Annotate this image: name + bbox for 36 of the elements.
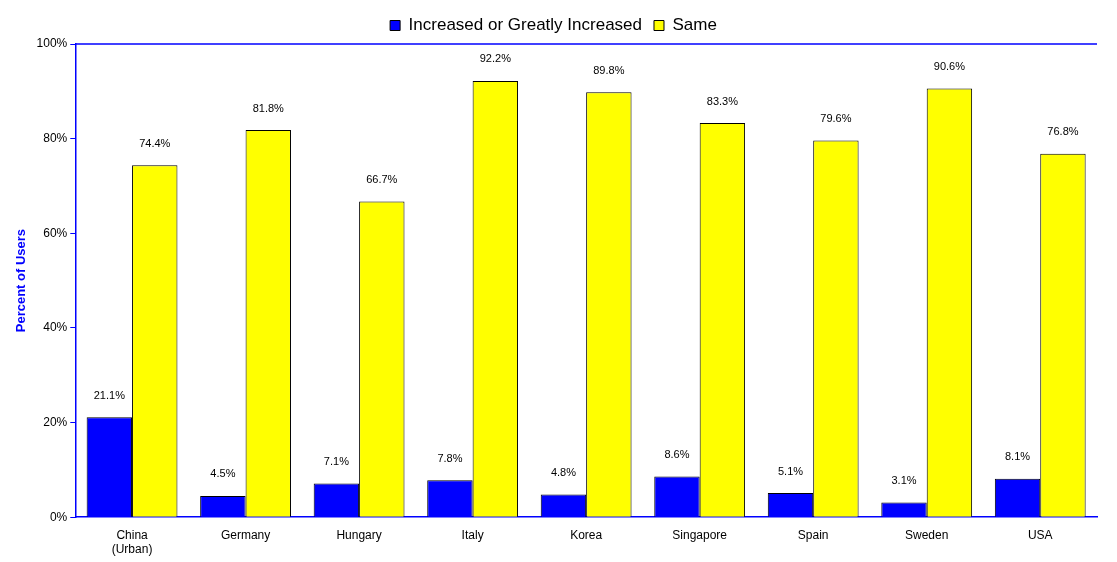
x-tick-label: Germany [220, 527, 271, 542]
data-label: 90.6% [933, 60, 966, 73]
y-tick-label: 20% [43, 414, 68, 429]
data-label: 4.5% [210, 467, 236, 480]
x-tick-label: Spain [797, 527, 829, 542]
data-label: 7.1% [323, 455, 350, 468]
x-tick-label: Korea [570, 527, 603, 542]
y-axis-title: Percent of Users [13, 228, 29, 333]
data-label: 76.8% [1047, 125, 1079, 138]
legend-label: Increased or Greatly Increased [408, 15, 643, 35]
data-label: 81.8% [252, 101, 285, 114]
x-tick-label: Hungary [336, 527, 382, 542]
x-tick-label: USA [1027, 527, 1053, 542]
y-tick-label: 100% [36, 36, 68, 51]
data-label: 3.1% [891, 474, 917, 487]
legend-label: Same [672, 15, 717, 35]
x-tick-label: China (Urban) [111, 527, 153, 557]
y-tick-label: 0% [49, 509, 68, 524]
y-tick-label: 40% [43, 320, 68, 335]
x-tick-label: Singapore [672, 527, 728, 542]
data-label: 66.7% [366, 173, 398, 186]
data-label: 8.6% [664, 448, 690, 461]
data-label: 8.1% [1004, 450, 1031, 463]
data-label: 5.1% [777, 464, 804, 477]
data-label: 79.6% [820, 112, 852, 125]
x-tick-label: Sweden [905, 527, 949, 542]
data-label: 4.8% [550, 466, 577, 479]
data-label: 74.4% [139, 136, 171, 149]
data-label: 7.8% [437, 451, 463, 464]
data-label: 89.8% [593, 63, 625, 76]
y-tick-label: 80% [43, 130, 68, 145]
y-tick-label: 60% [43, 225, 68, 240]
data-label: 21.1% [93, 388, 126, 401]
data-label: 92.2% [479, 52, 512, 65]
x-tick-label: Italy [461, 527, 484, 542]
data-label: 83.3% [706, 94, 739, 107]
